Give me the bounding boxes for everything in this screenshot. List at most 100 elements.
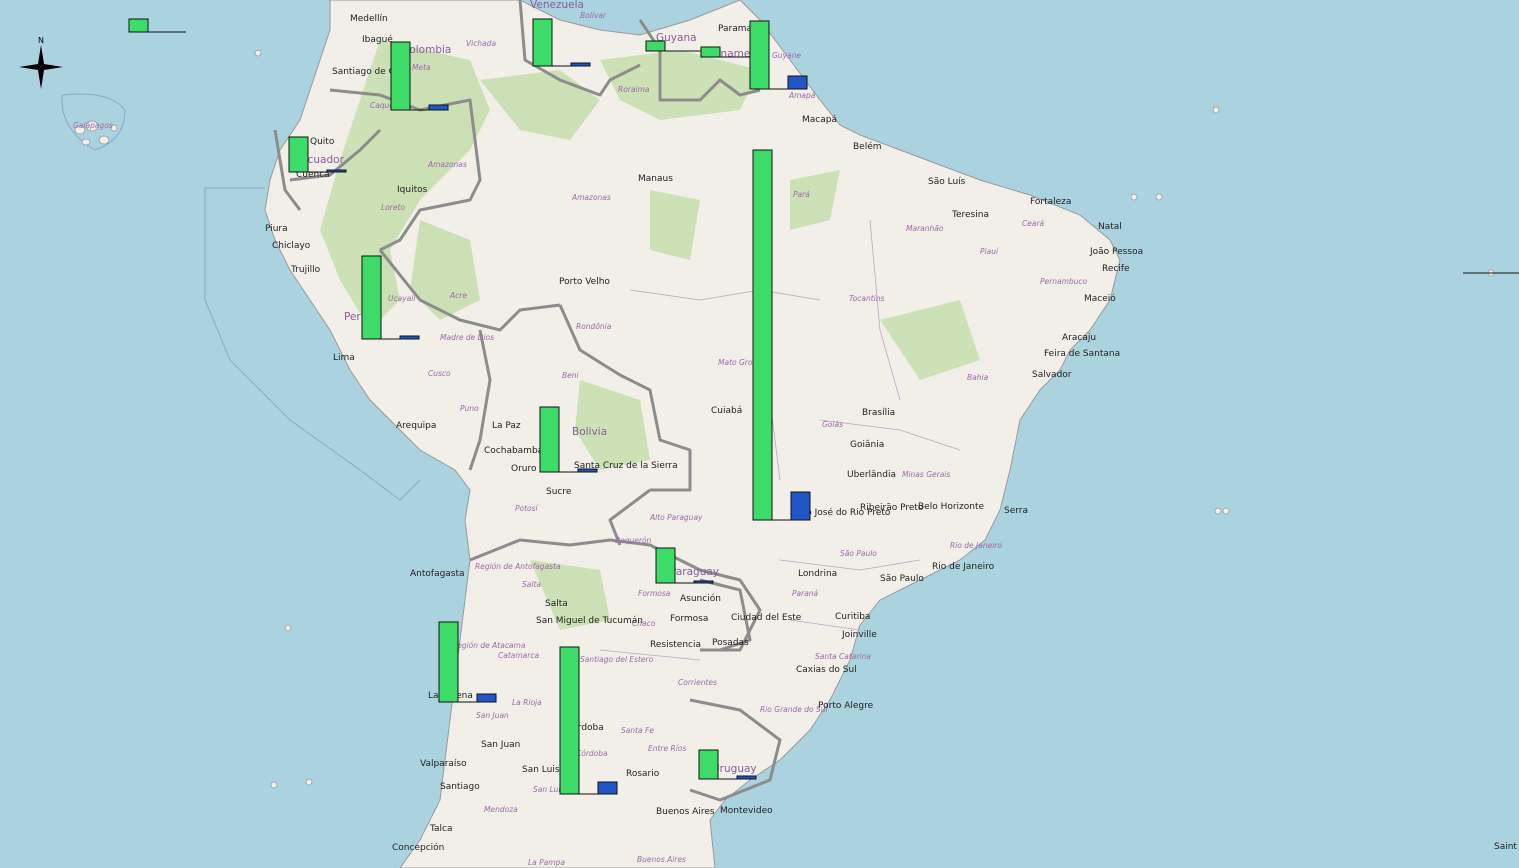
city-label: Porto Velho xyxy=(559,277,610,287)
city-label: Talca xyxy=(429,824,453,834)
region-label: Santiago del Estero xyxy=(580,655,654,664)
bar-group xyxy=(752,149,811,521)
city-label: Montevideo xyxy=(720,806,773,816)
region-label: Meta xyxy=(412,63,431,72)
region-label: Entre Ríos xyxy=(648,744,686,753)
city-label: Lima xyxy=(333,353,355,363)
city-label: Maceió xyxy=(1084,293,1116,304)
bar-series-b xyxy=(570,62,591,67)
city-label: Medellín xyxy=(350,14,388,24)
city-label: São José do Rio Preto xyxy=(795,507,891,518)
city-label: Ribeirão Preto xyxy=(860,503,924,513)
region-label: Amazonas xyxy=(427,160,467,169)
region-label: Beni xyxy=(562,371,580,380)
city-label: Paramaribo xyxy=(718,24,770,34)
bar-series-a xyxy=(645,40,666,52)
city-label: São Luís xyxy=(928,177,966,187)
bar-group xyxy=(438,621,497,703)
region-label: Pará xyxy=(793,190,810,199)
region-label: Loreto xyxy=(381,203,405,212)
bar-group xyxy=(700,46,758,58)
city-label: Caxias do Sul xyxy=(796,665,857,675)
bar-series-a xyxy=(438,621,459,703)
bar-group xyxy=(749,20,808,90)
city-label: Recife xyxy=(1102,264,1130,274)
bar-series-a xyxy=(698,749,719,780)
city-label: Quito xyxy=(310,137,335,147)
region-label: Catamarca xyxy=(498,651,539,660)
city-label: La Paz xyxy=(492,421,521,431)
city-label: Cochabamba xyxy=(484,446,543,456)
city-label: Belém xyxy=(853,141,882,152)
city-label: Porto Alegre xyxy=(818,701,874,711)
city-label: Valparaíso xyxy=(420,759,467,769)
region-label: Amapá xyxy=(788,91,816,100)
region-label: Rio Grande do Sul xyxy=(760,705,829,714)
bar-series-b xyxy=(326,169,347,173)
region-label: Ceará xyxy=(1022,219,1045,228)
region-label: Alto Paraguay xyxy=(649,513,703,522)
bar-group xyxy=(532,18,591,67)
bar-series-b xyxy=(577,468,598,473)
region-label: Galápagos xyxy=(73,121,113,130)
city-label: Uberlândia xyxy=(847,470,896,480)
region-label: Goiás xyxy=(822,420,843,429)
region-label: Ucayali xyxy=(388,294,416,303)
city-label: Santa Cruz de la Sierra xyxy=(574,461,678,471)
region-label: Mato Grosso xyxy=(718,358,765,367)
city-label: Londrina xyxy=(798,569,837,579)
region-label: Formosa xyxy=(638,589,671,598)
bar-series-a xyxy=(128,18,149,33)
region-label: Santa Catarina xyxy=(815,652,871,661)
region-label: Puno xyxy=(460,404,479,413)
city-label: Córdoba xyxy=(566,722,604,733)
bar-series-a xyxy=(752,149,773,521)
city-label: Iquitos xyxy=(397,185,428,195)
city-label: Resistencia xyxy=(650,640,701,650)
region-label: Vichada xyxy=(466,39,496,48)
region-label: Buenos Aires xyxy=(637,855,686,864)
region-label: La Pampa xyxy=(528,858,565,867)
region-label: Guyane xyxy=(772,51,801,60)
region-label: São Paulo xyxy=(840,549,877,558)
city-label: Ibagué xyxy=(362,34,393,45)
region-label: Bolívar xyxy=(580,11,607,20)
region-label: Roraima xyxy=(618,85,650,94)
north-arrow-icon: N xyxy=(19,36,63,89)
city-label: Chiclayo xyxy=(272,241,311,251)
city-label: San Miguel de Tucumán xyxy=(536,616,643,626)
region-label: La Rioja xyxy=(512,698,542,707)
region-label: Piauí xyxy=(980,247,999,256)
bar-series-b xyxy=(597,781,618,795)
city-label: San Juan xyxy=(481,740,520,750)
city-label: Joinville xyxy=(841,630,877,640)
region-label: Corrientes xyxy=(678,678,717,687)
region-label: Pernambuco xyxy=(1040,277,1088,286)
galapagos-islands xyxy=(74,49,1495,789)
country-label: Uruguay xyxy=(712,763,757,775)
bar-series-a xyxy=(532,18,553,67)
country-label: Guyana xyxy=(656,32,697,44)
city-label: Teresina xyxy=(951,210,989,220)
city-label: Oruro xyxy=(511,464,537,474)
bar-group xyxy=(539,406,598,473)
region-label: Cusco xyxy=(428,369,451,378)
bar-group xyxy=(698,749,757,780)
country-label: Ecuador xyxy=(301,154,345,166)
country-label: Bolivia xyxy=(572,426,607,438)
bar-series-b xyxy=(399,335,420,340)
city-label: Antofagasta xyxy=(410,569,465,579)
city-label: Manaus xyxy=(638,174,673,184)
bar-series-a xyxy=(700,46,721,58)
city-label: Formosa xyxy=(670,614,708,624)
bar-group xyxy=(288,136,347,173)
city-label: São Paulo xyxy=(880,574,924,584)
city-label: Asunción xyxy=(680,593,721,604)
region-label: Rio de Janeiro xyxy=(950,541,1002,550)
bar-charts xyxy=(128,18,1519,795)
bar-series-a xyxy=(288,136,309,173)
city-label: Concepción xyxy=(392,842,444,853)
bar-series-b xyxy=(693,580,714,584)
bar-series-b xyxy=(787,75,808,90)
